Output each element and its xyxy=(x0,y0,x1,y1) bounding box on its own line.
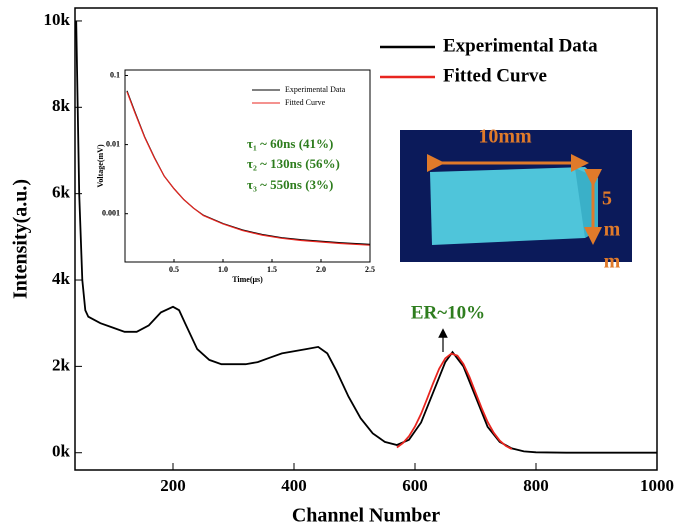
photo-label: 10mm xyxy=(478,126,532,148)
y-tick-label: 6k xyxy=(52,183,71,202)
photo-inset: 10mm 5 m m xyxy=(400,126,632,273)
photo-label: m xyxy=(604,219,621,241)
annotation: ER~10% xyxy=(411,302,485,323)
photo-label: m xyxy=(604,251,621,273)
y-tick-label: 10k xyxy=(44,10,71,29)
x-tick-label: 0.5 xyxy=(169,265,179,274)
legend-label: Fitted Curve xyxy=(285,98,326,107)
data-line xyxy=(396,352,513,450)
x-tick-label: 400 xyxy=(281,476,307,495)
photo-label: 5 xyxy=(602,188,612,210)
x-tick-label: 1.0 xyxy=(218,265,228,274)
y-tick-label: 0.1 xyxy=(110,70,120,79)
y-axis-title: Voltage(mV) xyxy=(96,144,105,188)
legend-label: Experimental Data xyxy=(443,35,598,56)
x-tick-label: 2.0 xyxy=(316,265,326,274)
inset-background xyxy=(125,70,370,262)
y-tick-label: 0k xyxy=(52,442,71,461)
y-axis-title: Intensity(a.u.) xyxy=(10,179,32,299)
legend-label: Fitted Curve xyxy=(443,65,547,86)
annotation: τ₁ ~ 60ns (41%) xyxy=(247,136,333,151)
x-tick-label: 2.5 xyxy=(365,265,375,274)
y-tick-label: 0.01 xyxy=(106,139,120,148)
y-tick-label: 4k xyxy=(52,269,71,288)
x-tick-label: 600 xyxy=(402,476,428,495)
y-tick-label: 8k xyxy=(52,96,71,115)
crystal xyxy=(430,167,598,245)
plot-frame xyxy=(74,7,658,471)
x-tick-label: 1.5 xyxy=(267,265,277,274)
x-axis-title: Time(μs) xyxy=(232,275,263,284)
chart: Experimental Data Fitted Curve 200 400 600 80… xyxy=(10,7,674,526)
x-axis-title: Channel Number xyxy=(292,505,440,526)
x-tick-label: 1000 xyxy=(640,476,674,495)
annotation: τ₃ ~ 550ns (3%) xyxy=(247,177,333,192)
data-line xyxy=(126,91,371,246)
plot-frame xyxy=(124,69,371,263)
legend-label: Experimental Data xyxy=(285,85,346,94)
annotation: τ₂ ~ 130ns (56%) xyxy=(247,156,340,171)
chart: Experimental Data Fitted Curve 0.5 1.0 1.5 2.… xyxy=(96,69,375,284)
x-tick-label: 800 xyxy=(523,476,549,495)
x-tick-label: 200 xyxy=(160,476,186,495)
y-tick-label: 2k xyxy=(52,355,71,374)
data-line xyxy=(75,20,657,454)
y-tick-label: 0.001 xyxy=(102,209,120,218)
